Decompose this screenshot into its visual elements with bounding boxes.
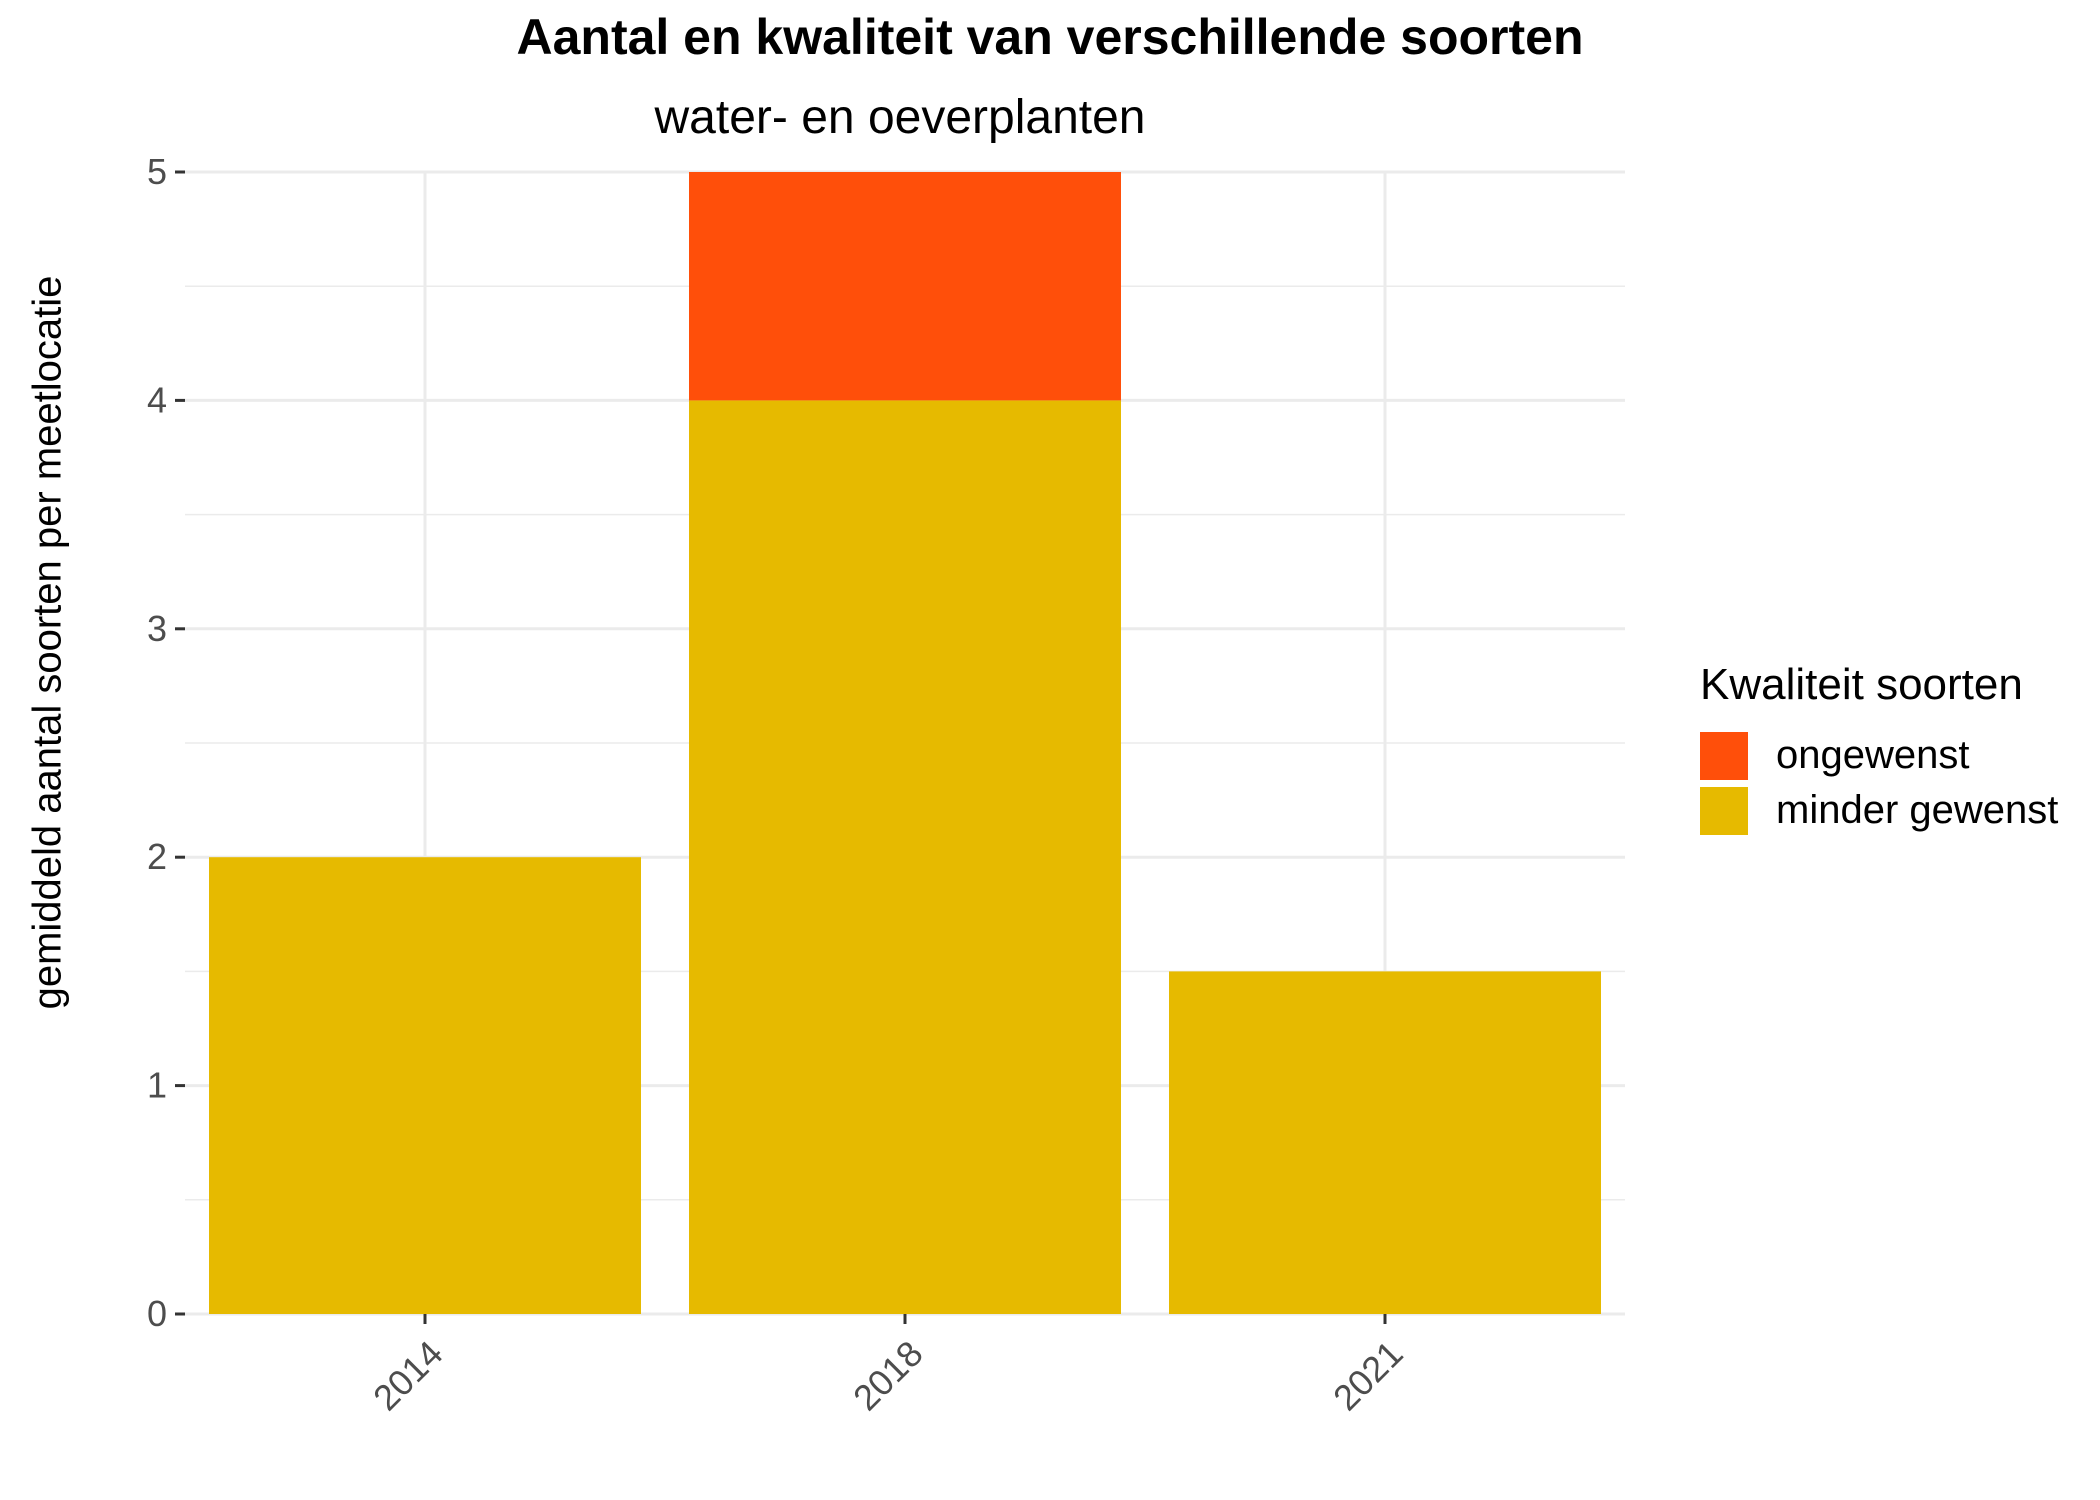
y-tick-label: 0 xyxy=(147,1293,167,1334)
chart-subtitle: water- en oeverplanten xyxy=(654,91,1146,144)
bar-2021-minder-gewenst xyxy=(1169,971,1601,1314)
bar-2018-minder-gewenst xyxy=(689,400,1121,1314)
legend-label-minder-gewenst: minder gewenst xyxy=(1776,788,2059,832)
legend-title: Kwaliteit soorten xyxy=(1700,660,2023,709)
y-tick-label: 1 xyxy=(147,1065,167,1106)
legend-label-ongewenst: ongewenst xyxy=(1776,733,1970,777)
y-tick-label: 3 xyxy=(147,608,167,649)
y-tick-label: 4 xyxy=(147,379,167,420)
chart-title: Aantal en kwaliteit van verschillende so… xyxy=(516,9,1584,65)
bar-2018-ongewenst xyxy=(689,172,1121,401)
legend-item-ongewenst: ongewenst xyxy=(1700,728,2058,783)
bar-2014-minder-gewenst xyxy=(209,857,641,1314)
x-tick-label: 2018 xyxy=(845,1333,931,1419)
x-tick-label: 2014 xyxy=(365,1333,451,1419)
bars xyxy=(209,172,1601,1314)
legend: Kwaliteit soorten ongewenst minder gewen… xyxy=(1700,660,2058,838)
legend-item-minder-gewenst: minder gewenst xyxy=(1700,783,2058,838)
y-tick-label: 2 xyxy=(147,836,167,877)
legend-swatch-ongewenst xyxy=(1700,731,1748,780)
legend-swatch-minder-gewenst xyxy=(1700,786,1748,835)
y-tick-label: 5 xyxy=(147,151,167,192)
x-tick-label: 2021 xyxy=(1325,1333,1411,1419)
